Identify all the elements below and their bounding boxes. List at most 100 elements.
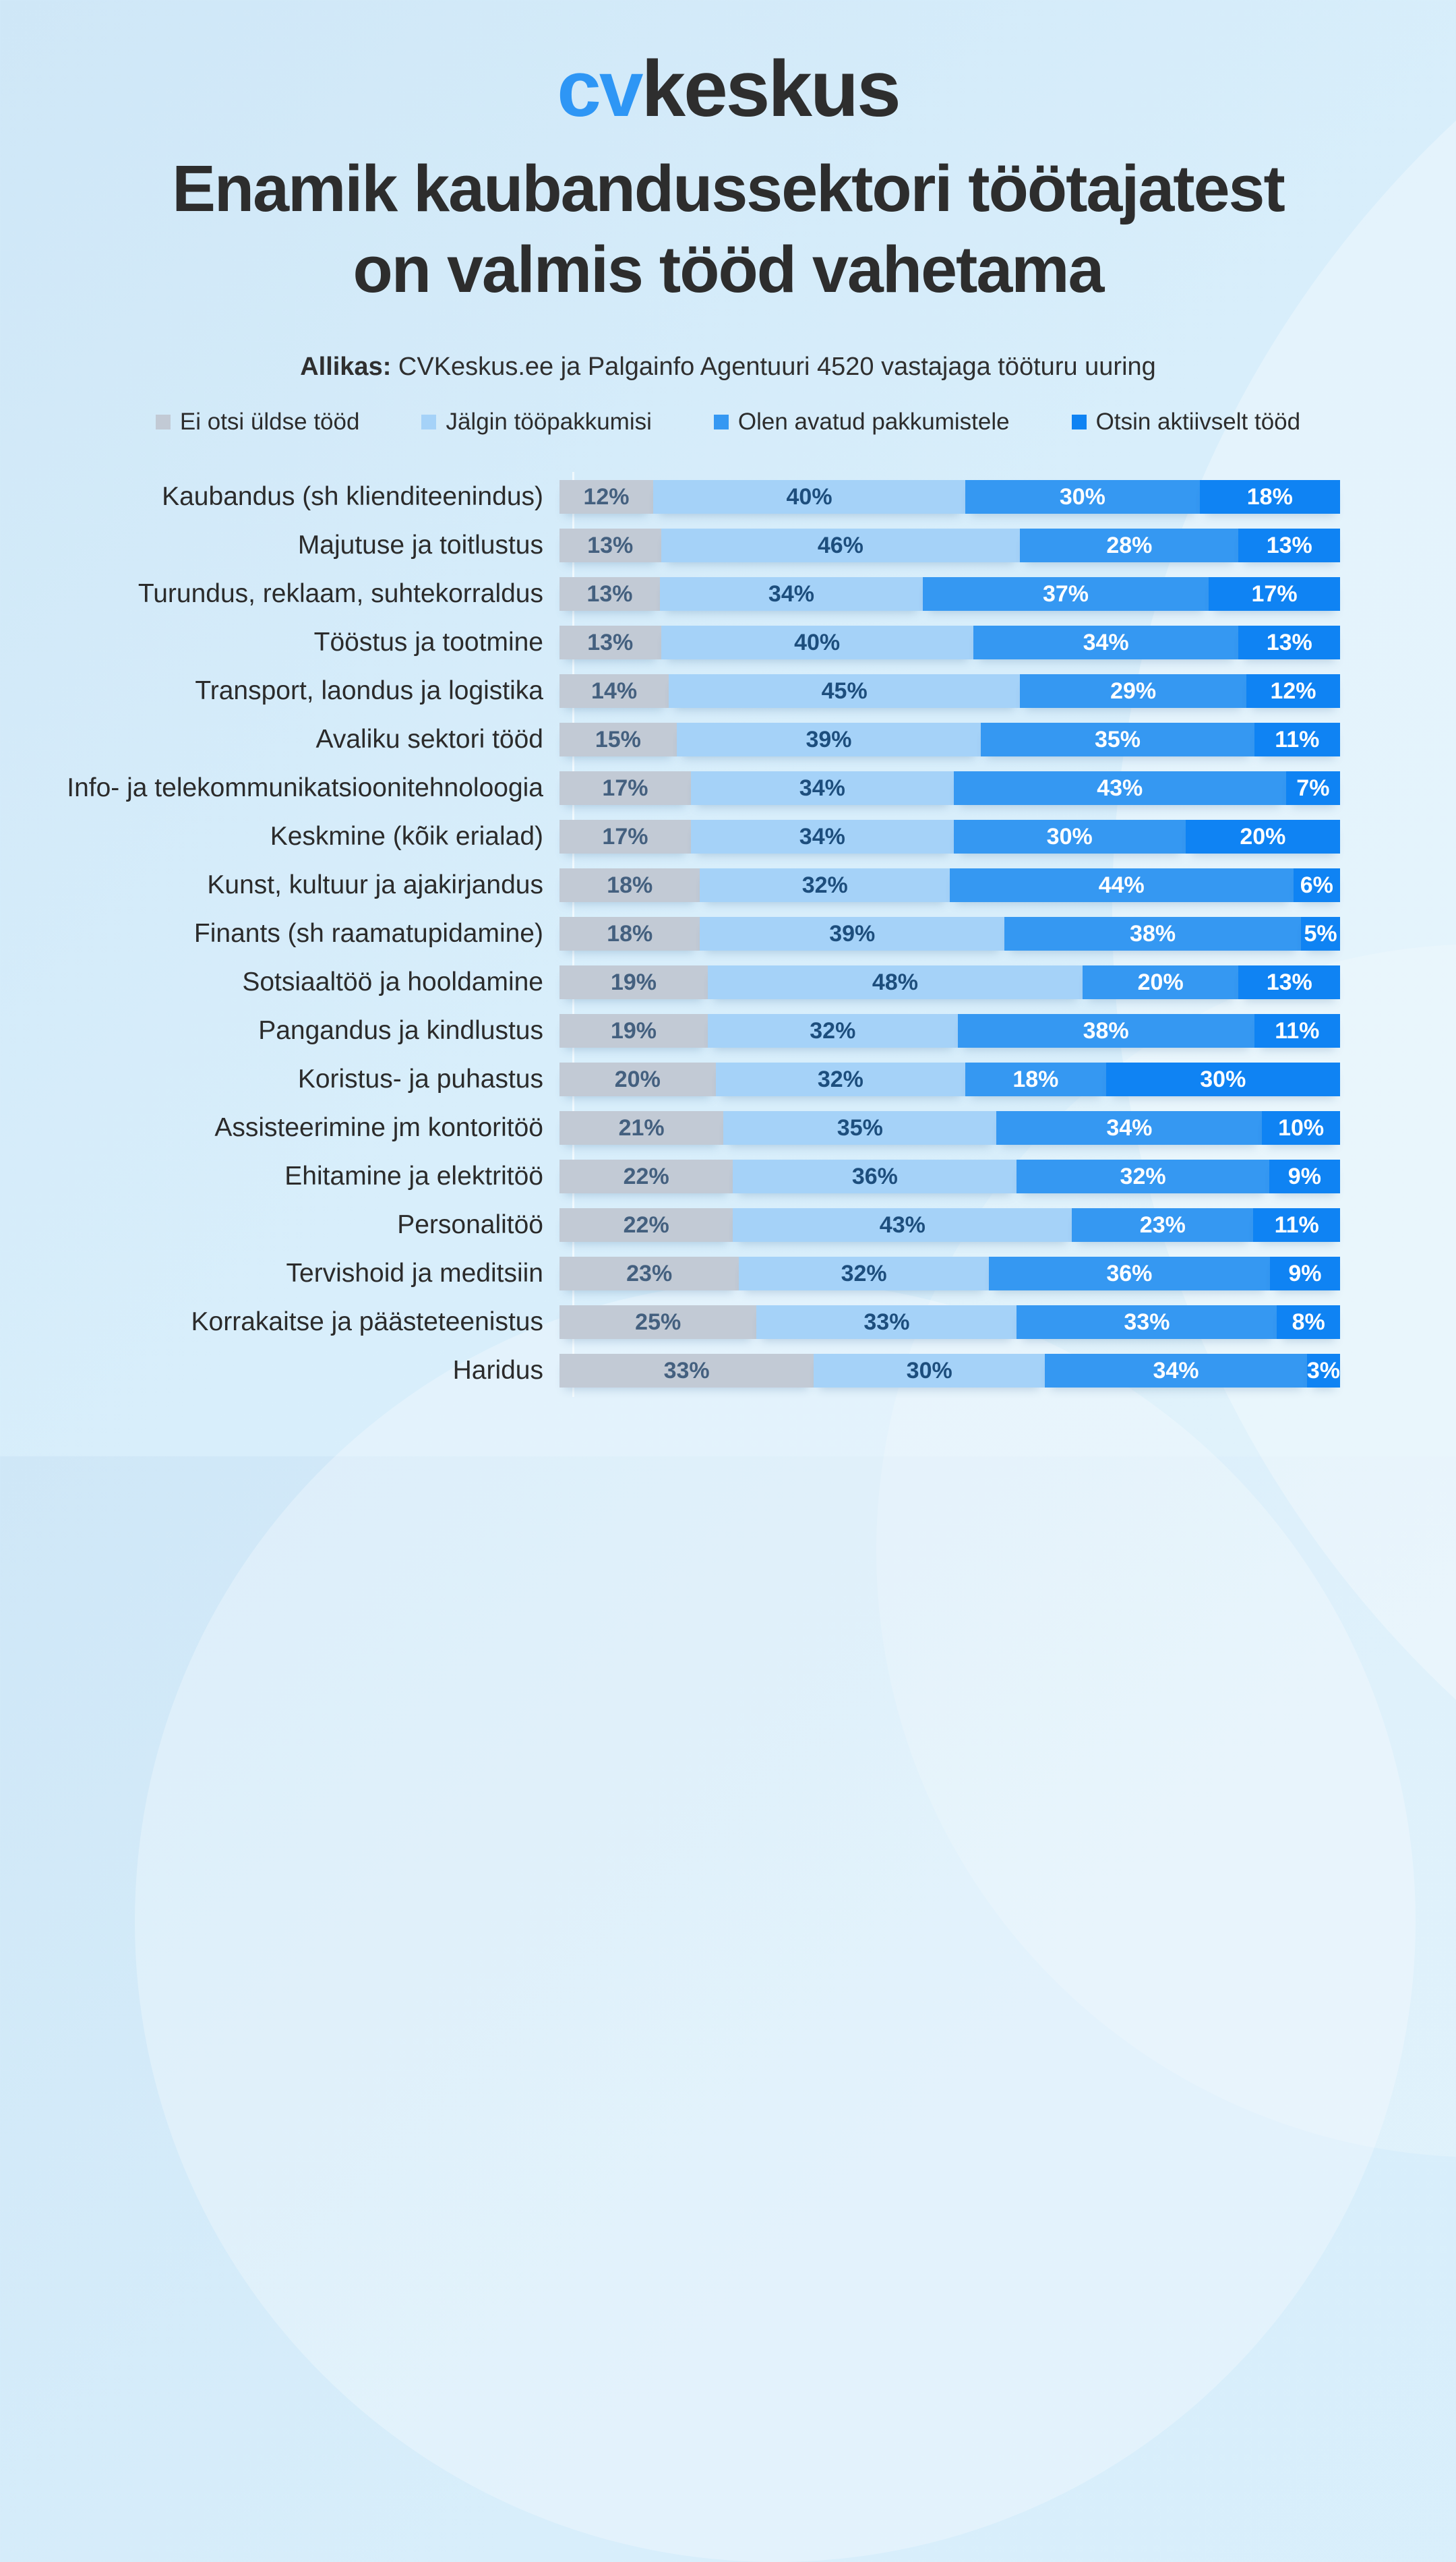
segment-value-label: 32%	[801, 872, 848, 898]
row-label: Tervishoid ja meditsiin	[286, 1259, 544, 1288]
segment-value-label: 18%	[607, 920, 653, 947]
segment-value-label: 39%	[806, 726, 852, 752]
chart-row: Avaliku sektori tööd 15% 39% 35% 11%	[0, 723, 1456, 756]
logo-cv-part: cv	[557, 44, 643, 133]
chart-row: Kaubandus (sh klienditeenindus) 12% 40% 30%…	[0, 480, 1456, 514]
source-label: Allikas:	[300, 353, 392, 381]
bar-segment: 10%	[1262, 1111, 1340, 1145]
bar-segment: 32%	[739, 1257, 989, 1290]
row-label: Korrakaitse ja päästeteenistus	[191, 1307, 543, 1336]
stacked-bar: 17% 34% 43% 7%	[559, 771, 1340, 805]
source-text: CVKeskus.ee ja Palgainfo Agentuuri 4520 …	[391, 353, 1156, 381]
bar-segment: 8%	[1277, 1305, 1340, 1339]
stacked-bar: 22% 43% 23% 11%	[559, 1208, 1340, 1242]
stacked-bar: 23% 32% 36% 9%	[559, 1257, 1340, 1290]
segment-value-label: 33%	[863, 1309, 910, 1335]
segment-value-label: 23%	[1139, 1212, 1186, 1238]
bar-segment: 34%	[1045, 1354, 1307, 1388]
segment-value-label: 34%	[1153, 1357, 1199, 1383]
segment-value-label: 32%	[817, 1066, 863, 1092]
logo-keskus-part: keskus	[641, 44, 901, 133]
bar-segment: 35%	[981, 723, 1254, 756]
cvkeskus-logo: cvkeskus	[0, 43, 1456, 135]
stacked-bar: 19% 32% 38% 11%	[559, 1014, 1340, 1048]
segment-value-label: 32%	[841, 1260, 887, 1286]
segment-value-label: 9%	[1287, 1163, 1321, 1189]
bar-segment: 28%	[1020, 529, 1239, 562]
bar-segment: 12%	[559, 480, 653, 514]
chart-row: Info- ja telekommunikatsioonitehnoloogia…	[0, 771, 1456, 805]
stacked-bar: 19% 48% 20% 13%	[559, 965, 1340, 999]
segment-value-label: 40%	[794, 629, 841, 655]
segment-value-label: 8%	[1292, 1309, 1325, 1335]
bar-segment: 34%	[973, 626, 1239, 659]
stacked-bar: 20% 32% 18% 30%	[559, 1063, 1340, 1096]
row-label: Finants (sh raamatupidamine)	[193, 919, 543, 948]
segment-value-label: 38%	[1130, 920, 1176, 947]
segment-value-label: 13%	[1266, 532, 1312, 558]
bar-segment: 33%	[756, 1305, 1017, 1339]
segment-value-label: 11%	[1275, 1017, 1320, 1044]
segment-value-label: 17%	[1251, 580, 1298, 607]
row-label: Personalitöö	[397, 1210, 543, 1239]
bar-segment: 13%	[559, 529, 661, 562]
bar-segment: 34%	[996, 1111, 1263, 1145]
bar-segment: 19%	[559, 1014, 708, 1048]
bar-segment: 9%	[1269, 1160, 1340, 1193]
chart-row: Koristus- ja puhastus 20% 32% 18% 30%	[0, 1063, 1456, 1096]
bar-segment: 18%	[1199, 480, 1340, 514]
bar-segment: 20%	[1082, 965, 1239, 999]
bar-segment: 17%	[559, 771, 691, 805]
chart-row: Personalitöö 22% 43% 23% 11%	[0, 1208, 1456, 1242]
segment-value-label: 5%	[1304, 920, 1337, 947]
segment-value-label: 13%	[587, 629, 634, 655]
segment-value-label: 18%	[1246, 483, 1293, 510]
legend-swatch-brightblue	[1071, 415, 1087, 429]
bar-segment: 40%	[653, 480, 966, 514]
segment-value-label: 17%	[602, 775, 648, 801]
bar-segment: 18%	[559, 868, 700, 902]
bar-segment: 34%	[690, 820, 954, 854]
segment-value-label: 20%	[1137, 969, 1184, 995]
segment-value-label: 17%	[602, 823, 648, 850]
chart-row: Pangandus ja kindlustus 19% 32% 38% 11%	[0, 1014, 1456, 1048]
row-label: Majutuse ja toitlustus	[297, 531, 543, 560]
chart-row: Turundus, reklaam, suhtekorraldus 13% 34% 3…	[0, 577, 1456, 611]
segment-value-label: 7%	[1296, 775, 1330, 801]
row-label: Assisteerimine jm kontoritöö	[214, 1113, 543, 1142]
bar-segment: 33%	[1017, 1305, 1277, 1339]
segment-value-label: 36%	[1106, 1260, 1153, 1286]
bar-segment: 21%	[559, 1111, 724, 1145]
segment-value-label: 22%	[623, 1212, 669, 1238]
bar-segment: 29%	[1020, 674, 1247, 708]
bar-segment: 34%	[660, 577, 923, 611]
chart-row: Ehitamine ja elektritöö 22% 36% 32% 9%	[0, 1160, 1456, 1193]
stacked-bar: 15% 39% 35% 11%	[559, 723, 1340, 756]
bar-segment: 13%	[1238, 626, 1341, 659]
bar-segment: 39%	[676, 723, 981, 756]
bar-segment: 34%	[690, 771, 954, 805]
stacked-bar: 18% 39% 38% 5%	[559, 917, 1341, 951]
bar-segment: 18%	[965, 1063, 1106, 1096]
chart-row: Assisteerimine jm kontoritöö 21% 35% 34% 10%	[0, 1111, 1456, 1145]
segment-value-label: 12%	[1270, 678, 1316, 704]
row-label: Avaliku sektori tööd	[315, 725, 543, 754]
row-label: Sotsiaaltöö ja hooldamine	[242, 967, 543, 996]
title-line-2: on valmis tööd vahetama	[353, 233, 1105, 306]
chart-row: Transport, laondus ja logistika 14% 45% 29%…	[0, 674, 1456, 708]
segment-value-label: 6%	[1300, 872, 1333, 898]
segment-value-label: 10%	[1278, 1114, 1325, 1141]
stacked-bar: 21% 35% 34% 10%	[559, 1111, 1340, 1145]
bar-segment: 43%	[733, 1208, 1072, 1242]
legend-label: Otsin aktiivselt tööd	[1095, 409, 1301, 435]
legend-swatch-midblue	[713, 415, 729, 429]
chart-row: Haridus 33% 30% 34% 3%	[0, 1354, 1456, 1388]
bar-segment: 33%	[559, 1354, 814, 1388]
legend-item-avatud: Olen avatud pakkumistele	[713, 409, 1010, 436]
segment-value-label: 18%	[607, 872, 653, 898]
stacked-bar: 18% 32% 44% 6%	[559, 868, 1340, 902]
bar-segment: 38%	[957, 1014, 1254, 1048]
bar-segment: 13%	[559, 626, 661, 659]
row-label: Haridus	[452, 1356, 543, 1385]
bar-segment: 17%	[1209, 577, 1340, 611]
